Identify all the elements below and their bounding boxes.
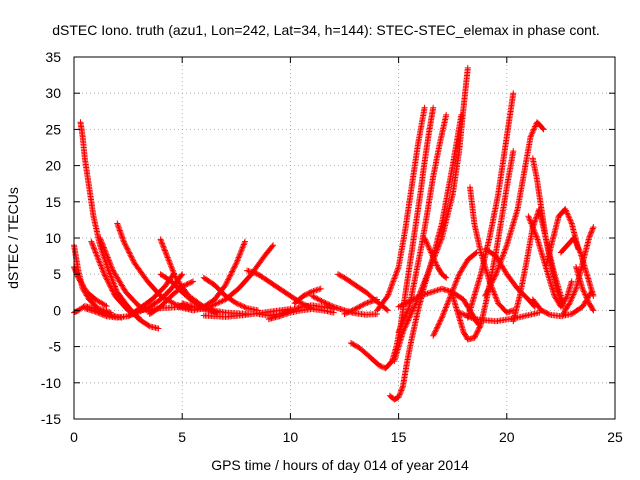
data-series — [291, 285, 324, 307]
x-tick-label: 20 — [499, 429, 515, 445]
series-markers — [395, 111, 450, 336]
data-series — [395, 111, 450, 336]
data-layer — [71, 64, 597, 403]
series-markers — [341, 296, 380, 317]
y-axis-label: dSTEC / TECUs — [5, 187, 21, 289]
y-tick-label: -5 — [49, 339, 62, 355]
data-series — [374, 104, 428, 314]
data-series — [341, 296, 380, 317]
data-series — [200, 274, 261, 314]
series-markers — [200, 274, 261, 314]
data-series — [430, 249, 480, 339]
data-series — [542, 206, 582, 270]
x-tick-label: 10 — [283, 429, 299, 445]
series-markers — [430, 249, 480, 339]
series-markers — [573, 264, 597, 314]
series-markers — [467, 184, 517, 316]
chart-title: dSTEC Iono. truth (azu1, Lon=242, Lat=34… — [52, 22, 599, 38]
data-series — [391, 64, 471, 365]
x-tick-label: 0 — [70, 429, 78, 445]
x-tick-label: 15 — [391, 429, 407, 445]
y-tick-label: 35 — [45, 49, 61, 65]
tick-layer: 0 5 10 15 20 25 -15 -10 -5 0 5 10 15 20 25 30 35 — [41, 49, 623, 445]
series-markers — [291, 285, 324, 307]
x-tick-label: 25 — [607, 429, 623, 445]
y-tick-label: 5 — [53, 266, 61, 282]
x-tick-label: 5 — [178, 429, 186, 445]
y-tick-label: 20 — [45, 158, 61, 174]
data-series — [573, 264, 597, 314]
series-markers — [265, 306, 337, 323]
y-tick-label: 15 — [45, 194, 61, 210]
y-tick-label: 0 — [53, 302, 61, 318]
y-tick-label: -10 — [41, 375, 61, 391]
data-series — [421, 235, 450, 281]
series-markers — [482, 245, 538, 310]
x-axis-label: GPS time / hours of day 014 of year 2014 — [211, 457, 469, 473]
series-markers — [542, 206, 582, 270]
series-markers — [374, 104, 428, 314]
y-tick-label: -15 — [41, 411, 61, 427]
series-markers — [391, 64, 471, 365]
data-series — [482, 119, 547, 299]
y-tick-label: 25 — [45, 121, 61, 137]
data-series — [265, 306, 337, 323]
y-tick-label: 10 — [45, 230, 61, 246]
y-tick-label: 30 — [45, 85, 61, 101]
data-series — [482, 245, 538, 310]
series-markers — [421, 235, 450, 281]
data-series — [467, 184, 517, 316]
series-markers — [482, 119, 547, 299]
